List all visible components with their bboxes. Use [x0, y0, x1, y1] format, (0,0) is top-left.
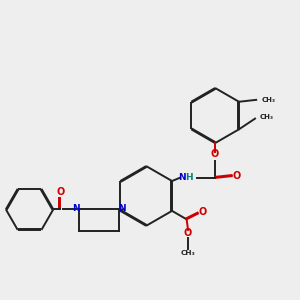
Text: O: O [198, 207, 206, 218]
Text: CH₃: CH₃ [181, 250, 196, 256]
Text: O: O [232, 171, 240, 181]
Text: N: N [118, 204, 125, 213]
Text: O: O [184, 228, 192, 238]
Text: H: H [186, 173, 193, 182]
Text: N: N [72, 204, 80, 213]
Text: CH₃: CH₃ [260, 115, 274, 121]
Text: O: O [211, 149, 219, 159]
Text: O: O [56, 188, 64, 197]
Text: N: N [178, 173, 186, 182]
Text: CH₃: CH₃ [261, 97, 275, 103]
